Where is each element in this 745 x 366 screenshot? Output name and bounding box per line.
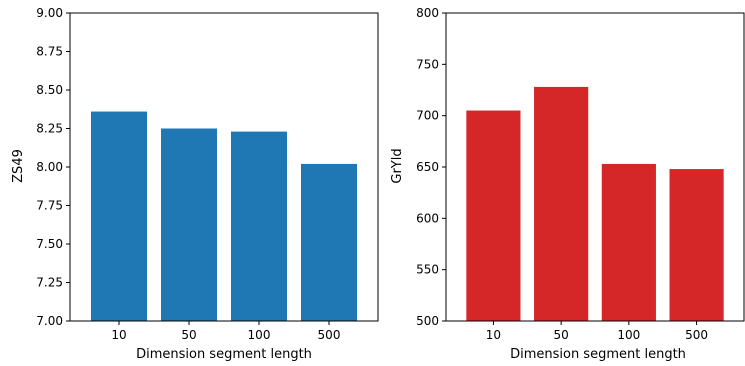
chart-right-bar — [534, 86, 589, 321]
chart-left-y-tick-label: 8.25 — [36, 122, 63, 136]
chart-left-x-axis-label: Dimension segment length — [136, 347, 312, 362]
chart-left-x-tick-label: 500 — [318, 328, 341, 342]
chart-right-y-tick-label: 700 — [416, 109, 439, 123]
chart-right-x-tick-label: 50 — [553, 328, 568, 342]
chart-right-bar — [466, 110, 521, 321]
chart-right: GrYld Dimension segment length 500 550 600… — [390, 6, 745, 362]
chart-left-y-tick-label: 8.00 — [36, 160, 63, 174]
chart-left-x-tick-label: 50 — [181, 328, 196, 342]
chart-right-x-axis-label: Dimension segment length — [510, 347, 686, 362]
chart-left-y-tick-label: 8.50 — [36, 83, 63, 97]
chart-left-x-tick-label: 100 — [248, 328, 271, 342]
chart-right-y-tick-label: 550 — [416, 263, 439, 277]
chart-left-y-axis-label: ZS49 — [11, 149, 26, 183]
chart-left-y-tick-label: 8.75 — [36, 45, 63, 59]
chart-right-y-tick-label: 600 — [416, 211, 439, 225]
chart-right-y-tick-label: 750 — [416, 57, 439, 71]
chart-left-y-tick-label: 7.50 — [36, 237, 63, 251]
chart-left-bar — [231, 131, 287, 321]
chart-left-y-tick-label: 7.00 — [36, 314, 63, 328]
chart-right-x-tick-label: 500 — [685, 328, 708, 342]
chart-left: ZS49 Dimension segment length 7.00 7.25 7.… — [11, 6, 379, 362]
chart-left-bar — [301, 163, 357, 321]
chart-right-y-tick-label: 800 — [416, 6, 439, 20]
chart-left-bar — [91, 111, 147, 321]
chart-left-x-tick-label: 10 — [111, 328, 126, 342]
chart-left-y-tick-label: 7.75 — [36, 199, 63, 213]
chart-left-y-tick-label: 9.00 — [36, 6, 63, 20]
chart-right-x-tick-label: 10 — [486, 328, 501, 342]
chart-right-y-tick-label: 650 — [416, 160, 439, 174]
chart-right-y-tick-label: 500 — [416, 314, 439, 328]
chart-right-bar — [601, 163, 656, 321]
chart-right-x-tick-label: 100 — [617, 328, 640, 342]
chart-left-bar — [161, 128, 217, 321]
chart-right-y-axis-label: GrYld — [390, 148, 405, 183]
chart-right-bar — [669, 169, 724, 321]
chart-left-y-tick-label: 7.25 — [36, 276, 63, 290]
